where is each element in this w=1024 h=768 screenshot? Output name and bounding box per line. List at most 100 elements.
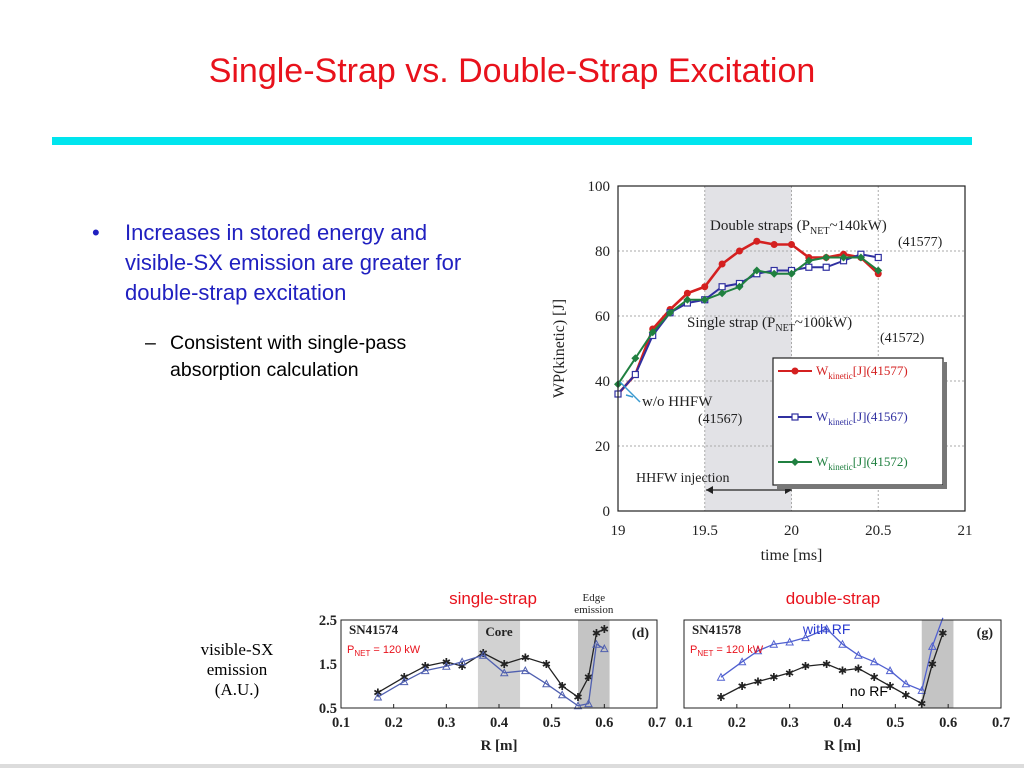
chart-legend: Wkinetic[J](41577) Wkinetic[J](41567) Wk…	[772, 357, 947, 489]
data-point	[854, 650, 863, 659]
double-strap-sx-chart: double-strap ✱ ✱ ✱ ✱ ✱ ✱ ✱ ✱ ✱ ✱ ✱ ✱ ✱ ✱ ✱ 0.1 0.2 0.3 0.4 0…	[675, 589, 1010, 754]
data-point	[901, 679, 911, 688]
x-tick-label: 0.1	[675, 715, 693, 731]
data-point-marker: ✱	[938, 628, 947, 640]
x-tick-label: 0.1	[332, 715, 350, 731]
data-point	[592, 639, 601, 648]
data-point	[769, 639, 779, 648]
y-tick-label: 2.5	[319, 613, 337, 629]
data-point-marker: ✱	[716, 692, 725, 704]
footer-line	[0, 764, 1024, 768]
x-tick-label: 0.3	[437, 715, 455, 731]
x-tick-label: 19.5	[692, 523, 718, 539]
x-tick-label: 20	[784, 523, 799, 539]
data-point	[874, 266, 883, 275]
x-tick-label: 20.5	[865, 523, 891, 539]
slide-title: Single-Strap vs. Double-Strap Excitation	[208, 52, 816, 90]
data-point	[718, 260, 726, 268]
single-strap-shot: (41572)	[880, 331, 925, 346]
dash-icon: –	[145, 332, 156, 354]
data-point	[584, 699, 593, 708]
x-tick-label: 0.4	[490, 715, 508, 731]
data-point	[788, 241, 795, 248]
data-point-marker: ✱	[801, 661, 810, 673]
bullet-main-text: Increases in stored energy and visible-S…	[125, 220, 462, 305]
bullet-main: • Increases in stored energy and visible…	[92, 218, 492, 308]
data-point-marker: ✱	[458, 661, 467, 673]
x-tick-label: 0.4	[833, 715, 851, 731]
data-point	[917, 685, 927, 694]
series-line	[377, 628, 605, 698]
chart-heading: double-strap	[786, 589, 881, 608]
data-point-marker: ✱	[928, 659, 937, 671]
data-point-marker: ✱	[558, 681, 567, 693]
data-point	[805, 263, 813, 271]
x-tick-label: 0.3	[781, 715, 799, 731]
wo-hhfw-pointer-tick	[625, 394, 634, 398]
data-point	[542, 679, 551, 688]
data-point-marker: ✱	[854, 663, 863, 675]
legend-entry-41577: Wkinetic[J](41577)	[778, 363, 908, 381]
data-point	[631, 354, 640, 363]
data-point	[787, 269, 796, 278]
data-point	[752, 266, 761, 275]
with-rf-label: with RF	[802, 621, 850, 637]
wo-hhfw-pointer	[619, 381, 641, 403]
shot-label: SN41578	[692, 622, 742, 637]
data-point	[666, 308, 675, 317]
side-label-line-2: emission	[206, 660, 268, 679]
data-point-marker: ✱	[592, 628, 601, 640]
y-tick-label: 60	[595, 309, 610, 325]
data-point	[753, 646, 763, 655]
core-region	[477, 620, 521, 708]
data-point-marker: ✱	[917, 699, 926, 711]
bullet-list: • Increases in stored energy and visible…	[92, 218, 492, 384]
x-tick-label: 0.7	[648, 715, 666, 731]
data-point-marker: ✱	[838, 666, 847, 678]
shot-label: SN41574	[349, 622, 399, 637]
edge-label-line-1: Edge	[582, 592, 605, 604]
data-point	[839, 253, 848, 262]
legend-entry-41567: Wkinetic[J](41567)	[778, 409, 908, 427]
y-tick-label: 1.5	[319, 657, 337, 673]
double-strap-annotation: Double straps (PNET~140kW)	[710, 218, 887, 237]
series-line	[617, 256, 879, 385]
data-point	[869, 657, 879, 666]
single-strap-annotation: Single strap (PNET~100kW)	[687, 315, 852, 334]
chart-heading: single-strap	[449, 589, 537, 608]
data-point	[770, 241, 778, 248]
data-point	[520, 666, 530, 675]
bullet-dot-icon: •	[92, 220, 100, 245]
x-axis-label: time [ms]	[761, 547, 823, 564]
x-tick-label: 0.6	[595, 715, 613, 731]
x-tick-label: 0.7	[992, 715, 1010, 731]
series-line	[617, 239, 880, 395]
double-strap-shot: (41577)	[898, 235, 943, 250]
data-point	[716, 672, 726, 681]
x-tick-label: 0.2	[385, 715, 403, 731]
data-point-marker: ✱	[500, 659, 509, 671]
data-point	[856, 253, 865, 262]
edge-label-line-2: emission	[574, 604, 614, 616]
data-point	[718, 283, 726, 291]
data-point	[631, 370, 639, 379]
data-point-marker: ✱	[753, 677, 762, 689]
data-point-marker: ✱	[738, 681, 747, 693]
no-rf-label: no RF	[850, 683, 888, 699]
data-point	[735, 247, 743, 255]
panel-label: (d)	[632, 626, 649, 641]
svg-text:Wkinetic[J](41577): Wkinetic[J](41577)	[816, 363, 908, 381]
wo-hhfw-annotation: w/o HHFW	[642, 394, 713, 410]
wo-hhfw-shot: (41567)	[698, 412, 743, 427]
x-axis-label: R [m]	[480, 738, 517, 754]
svg-text:Wkinetic[J](41572): Wkinetic[J](41572)	[816, 454, 908, 472]
data-point	[478, 650, 488, 659]
title-divider	[52, 137, 972, 145]
data-point	[441, 661, 451, 670]
data-point-marker: ✱	[785, 668, 794, 680]
data-point	[801, 633, 810, 642]
y-tick-label: 20	[595, 439, 610, 455]
panel-label: (g)	[977, 626, 994, 641]
pnet-label: PNET = 120 kW	[347, 644, 421, 658]
